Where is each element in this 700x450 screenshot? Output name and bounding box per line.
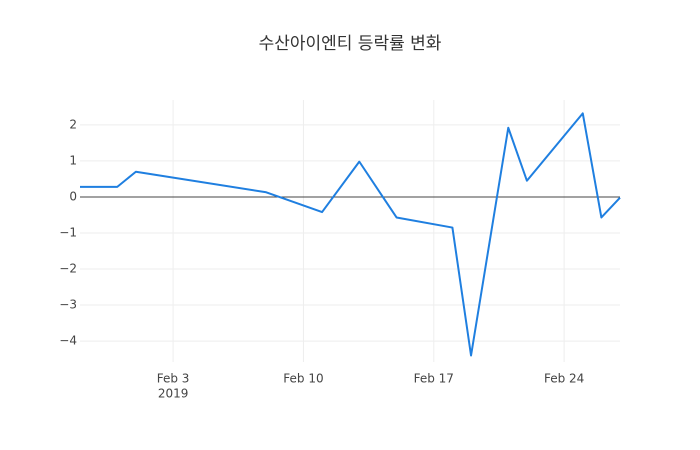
data-line (80, 112, 621, 357)
chart-title: 수산아이엔티 등락률 변화 (259, 34, 442, 54)
y-tick-label: −3 (59, 298, 77, 312)
x-tick-sublabel: 2019 (158, 387, 189, 401)
x-tick-label: Feb 10 (283, 372, 323, 386)
x-tick-label: Feb 17 (414, 372, 454, 386)
y-tick-label: 1 (69, 153, 77, 167)
x-tick-label: Feb 3 (157, 372, 190, 386)
y-tick-label: −2 (59, 262, 77, 276)
y-tick-label: 0 (69, 189, 77, 203)
y-tick-label: −4 (59, 334, 77, 348)
x-tick-label: Feb 24 (544, 372, 584, 386)
y-tick-label: 2 (69, 117, 77, 131)
y-tick-label: −1 (59, 225, 77, 239)
